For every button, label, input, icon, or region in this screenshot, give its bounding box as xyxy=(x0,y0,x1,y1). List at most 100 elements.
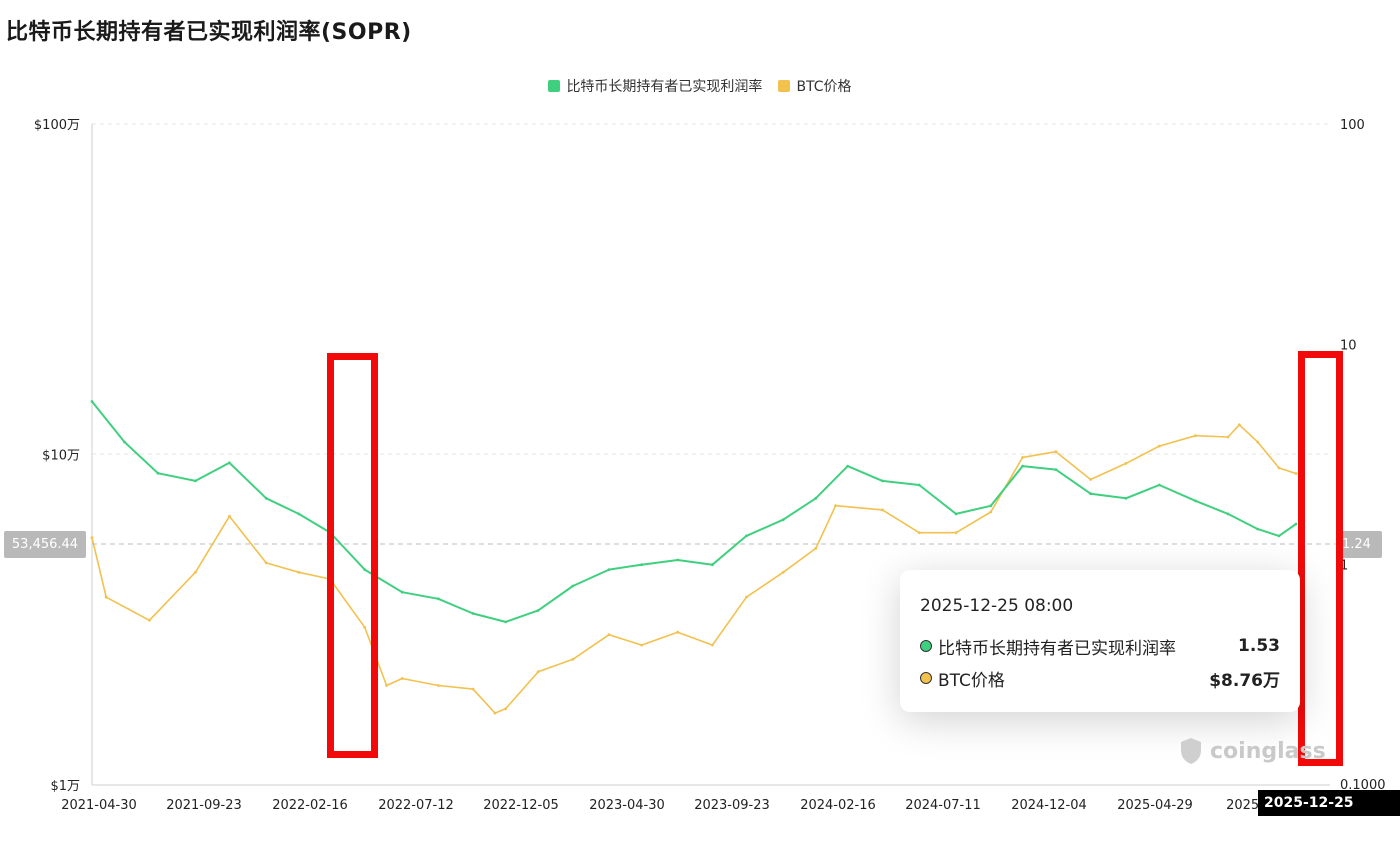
x-tick-label: 2021-04-30 xyxy=(61,798,137,813)
watermark-text: coinglass xyxy=(1210,738,1326,764)
btc-price-line-point xyxy=(471,687,475,691)
btc-price-line-point xyxy=(1124,462,1128,465)
sopr-line-point xyxy=(264,496,268,500)
btc-price-line xyxy=(91,424,1297,714)
highlight-box-2025 xyxy=(1298,351,1343,766)
sopr-line-point xyxy=(917,483,921,487)
btc-price-line-point xyxy=(814,547,818,550)
tooltip-value-sopr: 1.53 xyxy=(1238,636,1280,656)
tooltip-label-btc-price: BTC价格 xyxy=(938,670,1005,691)
sopr-line-point xyxy=(400,590,404,594)
btc-price-line-point xyxy=(571,657,575,661)
sopr-line-point xyxy=(1226,512,1230,516)
btc-price-line-point xyxy=(1194,434,1197,438)
btc-price-line-point xyxy=(385,684,388,687)
sopr-line-point xyxy=(156,471,160,475)
btc-price-line-point xyxy=(917,531,921,535)
crosshair-x-label: 2025-12-25 08:00 xyxy=(1258,790,1400,837)
y-left-tick-label: $1万 xyxy=(50,779,80,794)
btc-price-line-point xyxy=(297,570,301,574)
sopr-line-point xyxy=(123,440,126,444)
sopr-line-point xyxy=(1054,468,1058,471)
sopr-line-point xyxy=(471,612,475,615)
tooltip: 2025-12-25 08:00 比特币长期持有者已实现利润率 1.53 BTC… xyxy=(900,570,1300,712)
sopr-line-point xyxy=(607,568,611,571)
crosshair-y-left-label: 53,456.44 xyxy=(4,531,86,558)
x-tick-label: 2021-09-23 xyxy=(166,798,242,813)
btc-price-line-point xyxy=(194,570,197,574)
sopr-line-point xyxy=(1256,527,1260,531)
sopr-line-point xyxy=(297,512,301,516)
x-tick-label: 2024-12-04 xyxy=(1011,798,1087,813)
y-right-tick-label: 1 xyxy=(1340,559,1348,574)
y-right-tick-label: 100 xyxy=(1340,118,1365,133)
btc-price-line-point xyxy=(104,595,108,599)
sopr-line-point xyxy=(745,534,748,538)
tooltip-dot-sopr xyxy=(920,640,932,652)
sopr-line-point xyxy=(954,512,958,516)
btc-price-line-point xyxy=(1157,444,1161,448)
sopr-line-point xyxy=(536,609,540,612)
legend-swatch-btc-price xyxy=(778,80,791,92)
legend-item-sopr[interactable]: 比特币长期持有者已实现利润率 xyxy=(548,76,762,96)
btc-price-line-point xyxy=(1089,478,1092,481)
x-tick-label: 2022-02-16 xyxy=(272,798,348,813)
sopr-line-point xyxy=(814,496,818,500)
btc-price-line-point xyxy=(1237,423,1241,427)
tooltip-dot-btc-price xyxy=(920,672,932,684)
btc-price-line-point xyxy=(228,514,231,518)
y-right-tick-label: 10 xyxy=(1340,338,1357,353)
tooltip-label-sopr: 比特币长期持有者已实现利润率 xyxy=(938,638,1176,659)
sopr-line-point xyxy=(363,568,367,571)
x-tick-label: 2023-04-30 xyxy=(589,798,665,813)
x-tick-label: 2022-12-05 xyxy=(483,798,559,813)
sopr-line-point xyxy=(640,563,643,567)
btc-price-line-point xyxy=(834,504,837,508)
tooltip-row-sopr: 比特币长期持有者已实现利润率 1.53 xyxy=(920,630,1280,662)
sopr-line-point xyxy=(504,620,507,624)
btc-price-line-point xyxy=(1021,456,1024,459)
highlight-box-2022 xyxy=(327,353,378,758)
watermark: coinglass xyxy=(1178,736,1326,766)
btc-price-line-point xyxy=(436,684,440,687)
btc-price-line-point xyxy=(711,643,714,647)
btc-price-line-point xyxy=(1054,450,1058,454)
sopr-line-point xyxy=(194,479,197,483)
x-tick-label: 2022-07-12 xyxy=(378,798,454,813)
tooltip-date: 2025-12-25 08:00 xyxy=(920,596,1074,616)
legend-label-btc-price: BTC价格 xyxy=(796,79,852,95)
page-title: 比特币长期持有者已实现利润率(SOPR) xyxy=(6,20,412,45)
btc-price-line-point xyxy=(1294,472,1298,475)
sopr-line-point xyxy=(881,479,884,483)
btc-price-line-point xyxy=(745,595,748,599)
btc-price-line-point xyxy=(781,570,785,574)
btc-price-line-point xyxy=(640,643,643,647)
btc-price-line-point xyxy=(1226,435,1230,439)
tooltip-row-btc-price: BTC价格 $8.76万 xyxy=(920,662,1280,694)
btc-price-line-point xyxy=(607,633,611,637)
crosshair-y-right-label: 1.24 xyxy=(1338,531,1382,558)
btc-price-line-point xyxy=(493,711,497,715)
btc-price-line-point xyxy=(676,630,680,634)
sopr-line-point xyxy=(989,504,993,508)
btc-price-line-point xyxy=(264,561,268,565)
x-tick-label: 2024-02-16 xyxy=(800,798,876,813)
btc-price-line-point xyxy=(954,531,958,535)
x-tick-label: 2024-07-11 xyxy=(905,798,981,813)
legend-item-btc-price[interactable]: BTC价格 xyxy=(778,76,852,96)
sopr-line-point xyxy=(1021,464,1024,468)
btc-price-line-point xyxy=(1277,466,1281,470)
btc-price-line-point xyxy=(148,618,151,622)
coinglass-logo-icon xyxy=(1181,738,1201,764)
btc-price-line-point xyxy=(989,510,993,514)
x-tick-label: 2023-09-23 xyxy=(694,798,770,813)
btc-price-line-point xyxy=(504,707,507,711)
sopr-line-point xyxy=(1294,522,1298,526)
sopr-line-point xyxy=(571,584,575,588)
sopr-line-point xyxy=(1124,496,1128,500)
legend-swatch-sopr xyxy=(548,80,561,92)
x-tick-label: 2025- xyxy=(1226,798,1264,813)
legend-label-sopr: 比特币长期持有者已实现利润率 xyxy=(566,79,763,95)
btc-price-line-point xyxy=(536,670,540,674)
